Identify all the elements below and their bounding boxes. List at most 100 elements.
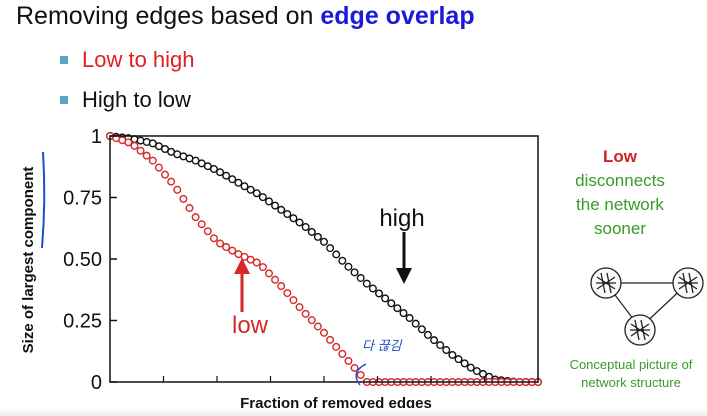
- y-tick-label: 0.50: [63, 249, 102, 271]
- series-high: [105, 131, 543, 387]
- data-point: [173, 185, 182, 194]
- bullet-label: Low to high: [82, 47, 195, 72]
- data-point: [448, 350, 457, 359]
- data-point: [368, 284, 377, 293]
- data-point: [185, 204, 194, 213]
- bullet-list: Low to high High to low: [60, 42, 195, 122]
- data-point: [313, 322, 322, 331]
- y-tick-label: 0.25: [63, 311, 102, 333]
- data-point: [209, 234, 218, 243]
- data-point: [246, 185, 255, 194]
- data-point: [258, 193, 267, 202]
- data-point: [136, 146, 145, 155]
- data-point: [387, 299, 396, 308]
- data-point: [142, 151, 151, 160]
- data-point: [148, 156, 157, 165]
- y-axis-label: Size of largest component: [20, 167, 37, 354]
- data-point: [277, 282, 286, 291]
- data-point: [350, 363, 359, 372]
- data-point: [338, 256, 347, 265]
- data-point: [460, 359, 469, 368]
- side-note-text: disconnects the network sooner: [575, 171, 665, 238]
- data-point: [203, 227, 212, 236]
- data-point: [154, 163, 163, 172]
- data-point: [289, 296, 298, 305]
- data-point: [356, 370, 365, 379]
- data-point: [130, 141, 139, 150]
- data-point: [423, 330, 432, 339]
- data-point: [271, 201, 280, 210]
- network-structure-icon: [590, 267, 704, 346]
- data-point: [332, 250, 341, 259]
- data-point: [277, 205, 286, 214]
- series-low: [105, 131, 543, 387]
- annotation-high: high: [379, 205, 424, 232]
- data-point: [271, 275, 280, 284]
- data-point: [332, 342, 341, 351]
- data-point: [295, 218, 304, 227]
- arrow-down-icon: [396, 232, 412, 284]
- data-point: [258, 263, 267, 272]
- data-point: [326, 335, 335, 344]
- data-point: [161, 170, 170, 179]
- cluster-node: [624, 314, 656, 346]
- data-point: [320, 237, 329, 246]
- data-point: [240, 182, 249, 191]
- data-point: [344, 262, 353, 271]
- data-point: [124, 138, 133, 147]
- plot-frame: [109, 135, 539, 383]
- cluster-node: [590, 267, 622, 299]
- data-point: [179, 194, 188, 203]
- data-point: [375, 289, 384, 298]
- data-point: [442, 346, 451, 355]
- data-point: [393, 304, 402, 313]
- data-point: [381, 294, 390, 303]
- data-point: [344, 356, 353, 365]
- data-point: [191, 213, 200, 222]
- data-point: [307, 316, 316, 325]
- data-point: [289, 214, 298, 223]
- data-point: [234, 178, 243, 187]
- data-point: [283, 210, 292, 219]
- data-point: [466, 363, 475, 372]
- data-point: [350, 268, 359, 277]
- data-point: [307, 227, 316, 236]
- data-point: [411, 319, 420, 328]
- data-point: [362, 279, 371, 288]
- data-point: [252, 258, 261, 267]
- side-note: Low disconnects the network sooner: [570, 145, 670, 241]
- data-point: [326, 244, 335, 253]
- bullet-square-icon: [60, 56, 68, 64]
- data-point: [228, 175, 237, 184]
- data-point: [399, 309, 408, 318]
- data-point: [301, 223, 310, 232]
- data-point: [264, 197, 273, 206]
- y-tick-label: 0.75: [63, 188, 102, 210]
- side-note-low: Low: [603, 147, 637, 166]
- annotation-low: low: [232, 312, 269, 339]
- data-point: [436, 341, 445, 350]
- x-axis-label: Fraction of removed edges: [240, 395, 432, 412]
- handwritten-underline: [41, 151, 46, 249]
- data-point: [313, 232, 322, 241]
- data-point: [167, 177, 176, 186]
- data-point: [209, 165, 218, 174]
- data-point: [228, 246, 237, 255]
- title-prefix: Removing edges based on: [16, 2, 321, 30]
- data-point: [222, 171, 231, 180]
- data-point: [197, 220, 206, 229]
- data-point: [356, 273, 365, 282]
- data-point: [320, 328, 329, 337]
- data-point: [454, 355, 463, 364]
- network-caption: Conceptual picture of network structure: [569, 357, 693, 390]
- arrow-up-icon: [234, 258, 250, 312]
- data-point: [252, 189, 261, 198]
- y-tick-label: 1: [91, 126, 102, 148]
- data-point: [301, 309, 310, 318]
- data-point: [222, 243, 231, 252]
- data-point: [430, 336, 439, 345]
- bullet-label: High to low: [82, 87, 191, 112]
- data-point: [295, 303, 304, 312]
- slide-title: Removing edges based on edge overlap: [16, 2, 475, 31]
- bullet-square-icon: [60, 96, 68, 104]
